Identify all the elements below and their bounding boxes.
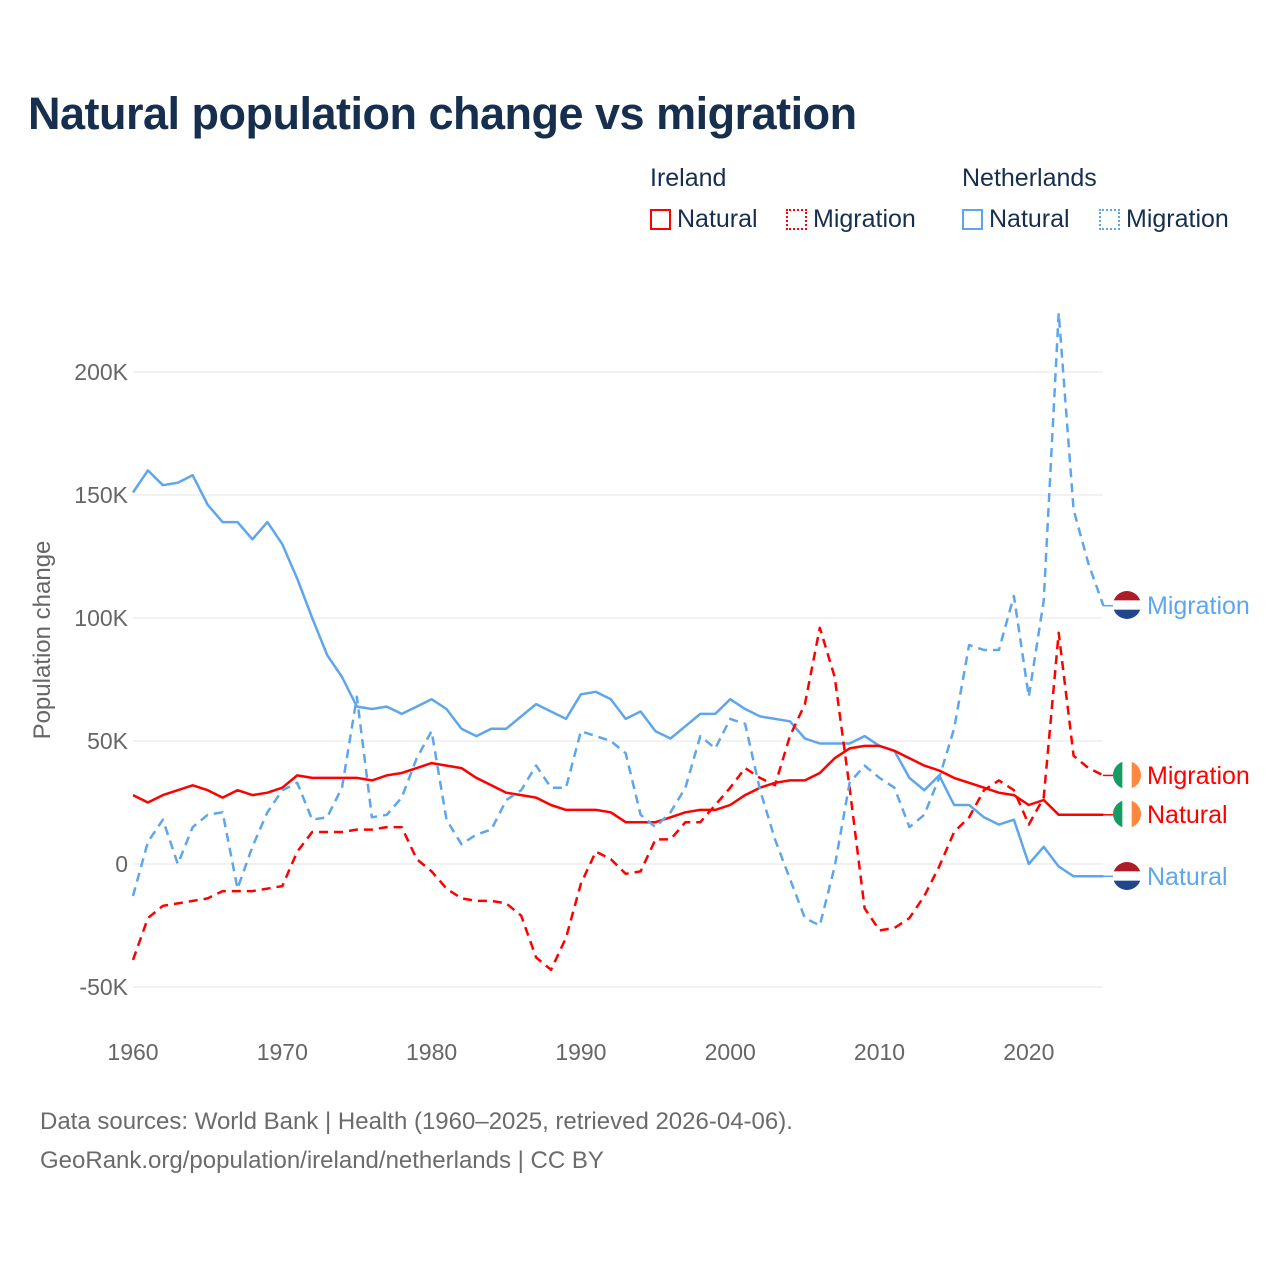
y-tick-label: -50K bbox=[79, 974, 128, 1000]
x-tick-label: 2020 bbox=[1003, 1039, 1054, 1065]
netherlands-flag-icon bbox=[1113, 591, 1141, 619]
legend-ireland-natural[interactable]: Natural bbox=[650, 205, 758, 234]
legend-netherlands-natural[interactable]: Natural bbox=[962, 205, 1070, 234]
footer-sources: Data sources: World Bank | Health (1960–… bbox=[40, 1108, 793, 1135]
legend-swatch-dotted bbox=[1099, 209, 1120, 230]
y-axis-label: Population change bbox=[29, 541, 56, 740]
end-label-ireland-natural: Natural bbox=[1147, 801, 1228, 829]
ireland-flag-icon bbox=[1113, 800, 1141, 828]
footer-attribution[interactable]: GeoRank.org/population/ireland/netherlan… bbox=[40, 1147, 604, 1174]
netherlands-flag-icon bbox=[1113, 862, 1141, 890]
y-tick-label: 0 bbox=[115, 851, 128, 877]
legend-swatch-solid bbox=[650, 209, 671, 230]
end-label-ireland-migration: Migration bbox=[1147, 762, 1250, 790]
legend-swatch-solid bbox=[962, 209, 983, 230]
x-tick-label: 2000 bbox=[705, 1039, 756, 1065]
legend-label: Natural bbox=[677, 205, 758, 233]
legend-heading-netherlands: Netherlands bbox=[962, 164, 1097, 192]
legend-label: Natural bbox=[989, 205, 1070, 233]
x-tick-label: 2010 bbox=[854, 1039, 905, 1065]
legend-label: Migration bbox=[1126, 205, 1229, 233]
y-tick-label: 150K bbox=[74, 482, 128, 508]
x-tick-label: 1980 bbox=[406, 1039, 457, 1065]
y-tick-label: 100K bbox=[74, 605, 128, 631]
x-tick-label: 1970 bbox=[257, 1039, 308, 1065]
legend-netherlands-migration[interactable]: Migration bbox=[1099, 205, 1229, 234]
legend-heading-ireland: Ireland bbox=[650, 164, 727, 192]
legend-swatch-dotted bbox=[786, 209, 807, 230]
chart-title: Natural population change vs migration bbox=[28, 88, 857, 139]
y-tick-label: 50K bbox=[87, 728, 129, 754]
legend-label: Migration bbox=[813, 205, 916, 233]
series-line-netherlands-natural bbox=[131, 469, 1104, 878]
x-tick-label: 1990 bbox=[555, 1039, 606, 1065]
series-line-ireland-migration bbox=[131, 626, 1104, 972]
ireland-flag-icon bbox=[1113, 761, 1141, 789]
end-label-netherlands-migration: Migration bbox=[1147, 592, 1250, 620]
series-line-netherlands-migration bbox=[131, 311, 1105, 927]
series-line-ireland-natural bbox=[132, 744, 1104, 824]
legend-ireland-migration[interactable]: Migration bbox=[786, 205, 916, 234]
y-tick-label: 200K bbox=[74, 359, 128, 385]
end-label-netherlands-natural: Natural bbox=[1147, 863, 1228, 891]
x-tick-label: 1960 bbox=[107, 1039, 158, 1065]
